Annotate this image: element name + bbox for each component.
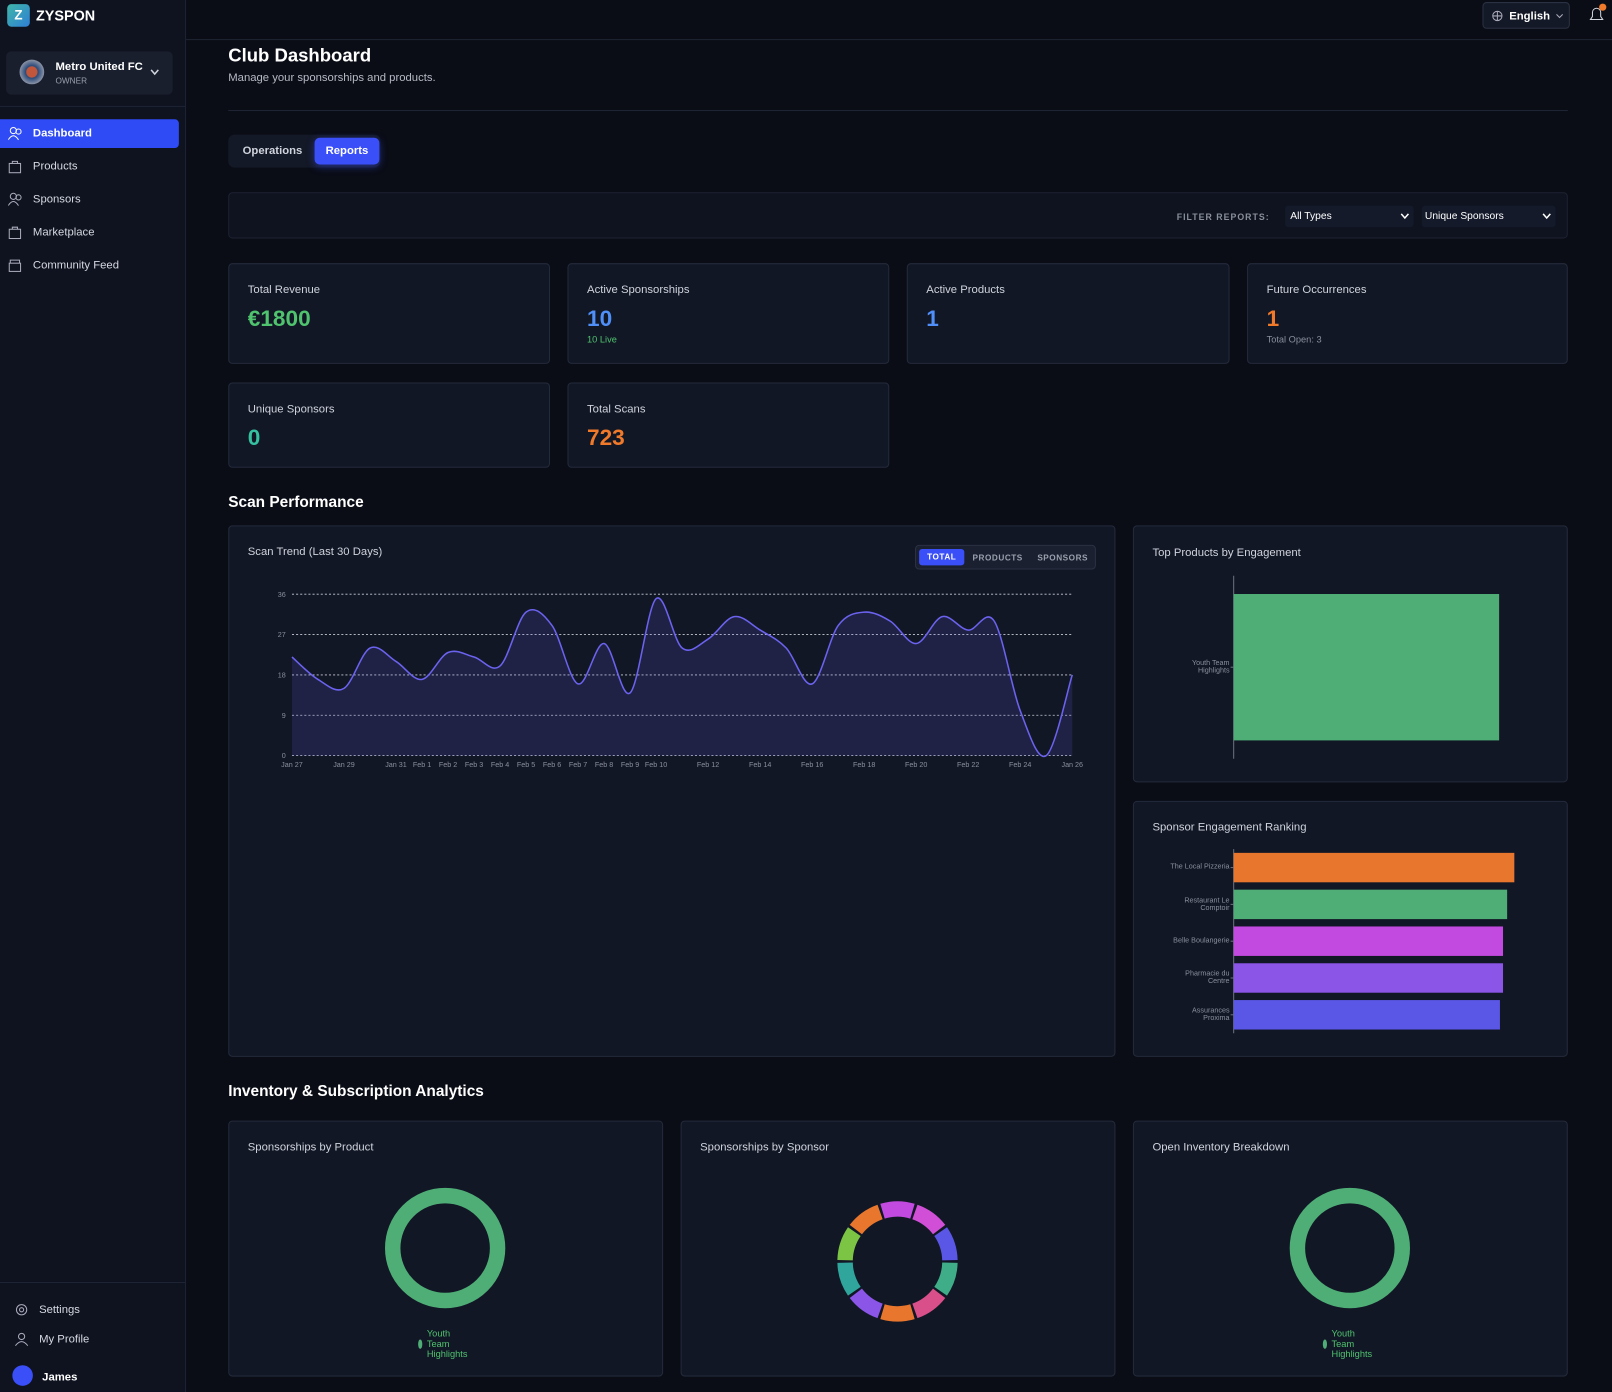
- stat-card: Active Products 1: [906, 263, 1230, 364]
- y-tick-label: Pharmacie du Centre: [1185, 970, 1230, 986]
- stat-card: Total Revenue €1800: [228, 263, 551, 364]
- user-avatar: [12, 1365, 33, 1386]
- chart-card: Scan Trend (Last 30 Days) TOTAL PRODUCTS…: [228, 525, 1116, 1057]
- stat-card: Total Scans 723: [567, 382, 890, 468]
- nav-item[interactable]: Dashboard: [0, 119, 179, 149]
- nav-item[interactable]: Marketplace: [0, 218, 179, 247]
- y-tick-label: Youth Team Highlights: [1191, 660, 1230, 675]
- stat-card: Unique Sponsors 0: [228, 382, 551, 468]
- stat-card: Future Occurrences 1 Total Open: 3: [1247, 263, 1568, 364]
- legend-item: Youth Team Highlights: [418, 1328, 472, 1359]
- nav-item[interactable]: My Profile: [6, 1325, 185, 1354]
- user-name[interactable]: James: [42, 1371, 78, 1384]
- legend-item: Youth Team Highlights: [1322, 1328, 1377, 1360]
- filter-select[interactable]: All Types: [1285, 205, 1414, 228]
- notification-bell[interactable]: [1586, 3, 1609, 26]
- toggle-button[interactable]: PRODUCTS: [972, 553, 1023, 563]
- y-tick-label: Restaurant Le Comptoir: [1184, 897, 1230, 912]
- divider: [0, 1281, 186, 1284]
- logo: Z: [7, 4, 30, 27]
- chart-title: Open Inventory Breakdown: [1152, 1141, 1290, 1154]
- sidebar: [0, 0, 187, 1392]
- toggle-button[interactable]: SPONSORS: [1037, 553, 1089, 563]
- tab[interactable]: Operations: [242, 144, 303, 158]
- divider: [228, 110, 1568, 112]
- tab-active[interactable]: Reports: [314, 137, 380, 165]
- y-tick-label: Assurances Proxima: [1191, 1007, 1230, 1022]
- y-tick-label: The Local Pizzeria: [1170, 863, 1230, 872]
- legend-swatch: [418, 1339, 423, 1349]
- page-subtitle: Manage your sponsorships and products.: [228, 71, 436, 85]
- y-tick-label: Belle Boulangerie: [1173, 937, 1230, 945]
- trend-toggle: TOTAL PRODUCTS SPONSORS: [914, 544, 1096, 570]
- language-select[interactable]: English: [1482, 2, 1570, 29]
- section-title: Scan Performance: [228, 493, 364, 511]
- page-title: Club Dashboard: [228, 45, 372, 66]
- nav-item[interactable]: Community Feed: [0, 251, 179, 280]
- filter-bar: FILTER REPORTS: All Types Unique Sponsor…: [228, 192, 1568, 239]
- club-switcher[interactable]: Metro United FC OWNER: [6, 51, 173, 95]
- toggle-button[interactable]: TOTAL: [919, 548, 965, 566]
- chart-title: Scan Trend (Last 30 Days): [247, 545, 383, 559]
- club-name: Metro United FC: [55, 60, 143, 73]
- chart-card: Top Products by Engagement: [1132, 525, 1568, 783]
- nav-item[interactable]: Sponsors: [0, 185, 179, 214]
- legend-swatch: [1322, 1339, 1328, 1349]
- chart-title: Sponsorships by Sponsor: [700, 1141, 829, 1154]
- club-avatar: [19, 59, 45, 85]
- club-role: OWNER: [55, 76, 88, 86]
- legend-label: Youth Team Highlights: [426, 1328, 468, 1360]
- chart-title: Sponsorships by Product: [247, 1141, 374, 1154]
- language-label: English: [1509, 10, 1551, 23]
- divider: [0, 105, 186, 107]
- topbar-border: [186, 39, 1612, 41]
- chevron: [150, 69, 159, 76]
- filter-label: FILTER REPORTS:: [1176, 211, 1270, 223]
- brand: ZYSPON: [35, 7, 96, 24]
- nav-item[interactable]: Products: [0, 152, 179, 181]
- section-title: Inventory & Subscription Analytics: [228, 1082, 484, 1101]
- legend-label: Youth Team Highlights: [1331, 1328, 1373, 1360]
- filter-select[interactable]: Unique Sponsors: [1421, 205, 1556, 228]
- tabs: Operations Reports: [228, 134, 381, 168]
- chart-title: Sponsor Engagement Ranking: [1152, 821, 1307, 834]
- chart-card: Sponsorships by Sponsor: [680, 1120, 1116, 1377]
- chart-title: Top Products by Engagement: [1152, 546, 1301, 560]
- nav-item[interactable]: Settings: [6, 1295, 185, 1324]
- stat-card: Active Sponsorships 10 10 Live: [567, 263, 890, 364]
